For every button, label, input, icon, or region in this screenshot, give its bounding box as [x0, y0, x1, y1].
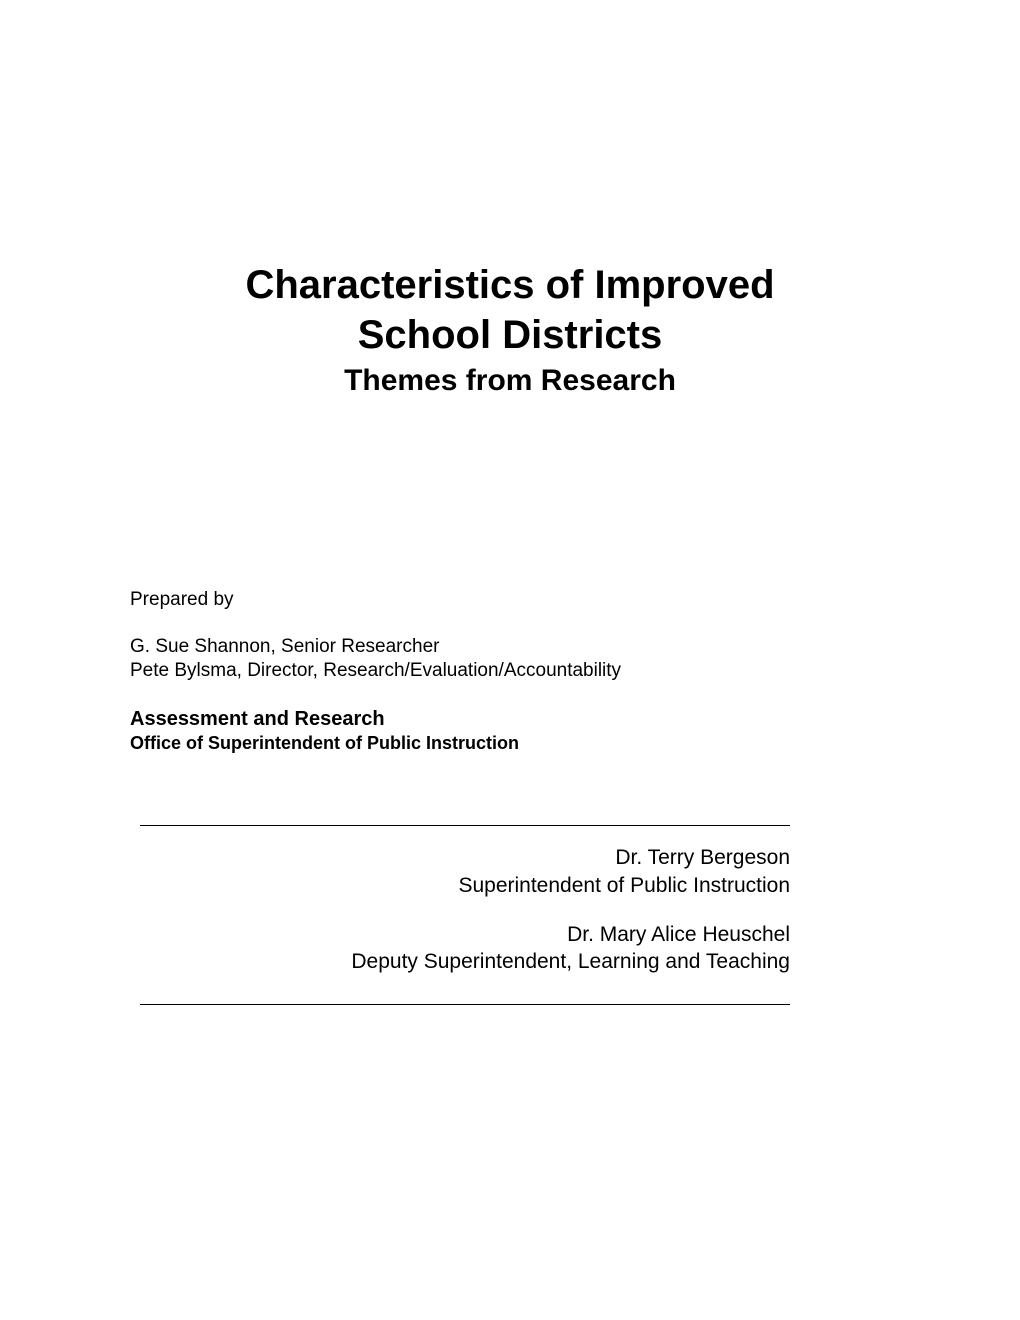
- officials-block: Dr. Terry Bergeson Superintendent of Pub…: [140, 825, 790, 1004]
- official-name: Dr. Mary Alice Heuschel: [140, 921, 790, 948]
- official-name: Dr. Terry Bergeson: [140, 844, 790, 871]
- subtitle: Themes from Research: [130, 364, 890, 398]
- document-page: Characteristics of Improved School Distr…: [0, 0, 1020, 1005]
- prepared-by-label: Prepared by: [130, 588, 890, 613]
- officials-content: Dr. Terry Bergeson Superintendent of Pub…: [140, 826, 790, 1003]
- official-group: Dr. Terry Bergeson Superintendent of Pub…: [140, 844, 790, 899]
- department-heading: Assessment and Research: [130, 706, 890, 732]
- author-line: G. Sue Shannon, Senior Researcher: [130, 635, 890, 660]
- official-role: Deputy Superintendent, Learning and Teac…: [140, 948, 790, 975]
- prepared-block: Prepared by G. Sue Shannon, Senior Resea…: [130, 588, 890, 755]
- authors-list: G. Sue Shannon, Senior Researcher Pete B…: [130, 635, 890, 684]
- author-line: Pete Bylsma, Director, Research/Evaluati…: [130, 659, 890, 684]
- office-line: Office of Superintendent of Public Instr…: [130, 732, 890, 755]
- divider-bottom: [140, 1004, 790, 1005]
- main-title-line2: School Districts: [130, 310, 890, 360]
- official-group: Dr. Mary Alice Heuschel Deputy Superinte…: [140, 921, 790, 976]
- title-block: Characteristics of Improved School Distr…: [130, 260, 890, 398]
- main-title-line1: Characteristics of Improved: [130, 260, 890, 310]
- official-role: Superintendent of Public Instruction: [140, 872, 790, 899]
